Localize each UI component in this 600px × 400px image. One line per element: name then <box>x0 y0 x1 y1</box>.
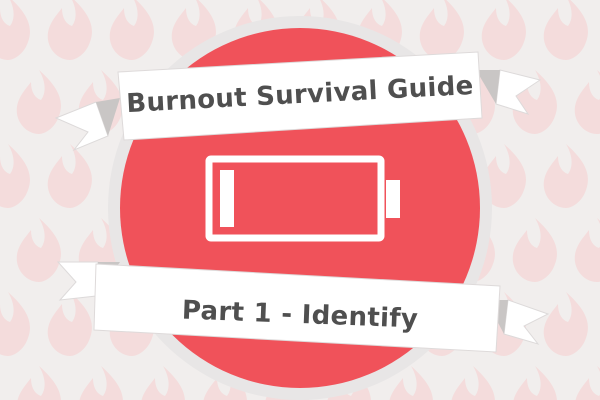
flame-icon <box>78 366 123 400</box>
flame-icon <box>0 144 30 208</box>
flame-icon <box>574 366 600 400</box>
flame-icon <box>140 366 185 400</box>
flame-icon <box>419 0 464 60</box>
flame-icon <box>0 0 30 60</box>
flame-icon <box>16 218 61 282</box>
title-ribbon <box>117 51 483 141</box>
flame-icon <box>109 0 154 60</box>
subtitle-ribbon <box>93 263 501 353</box>
flame-icon <box>47 0 92 60</box>
flame-icon <box>512 366 557 400</box>
flame-icon <box>450 366 495 400</box>
flame-icon <box>481 0 526 60</box>
flame-icon <box>543 144 588 208</box>
flame-icon <box>47 144 92 208</box>
flame-icon <box>543 0 588 60</box>
flame-icon <box>16 366 61 400</box>
ribbon-tails <box>54 69 550 345</box>
empty-battery-icon <box>205 155 400 242</box>
flame-icon <box>512 218 557 282</box>
flame-icon <box>574 218 600 282</box>
